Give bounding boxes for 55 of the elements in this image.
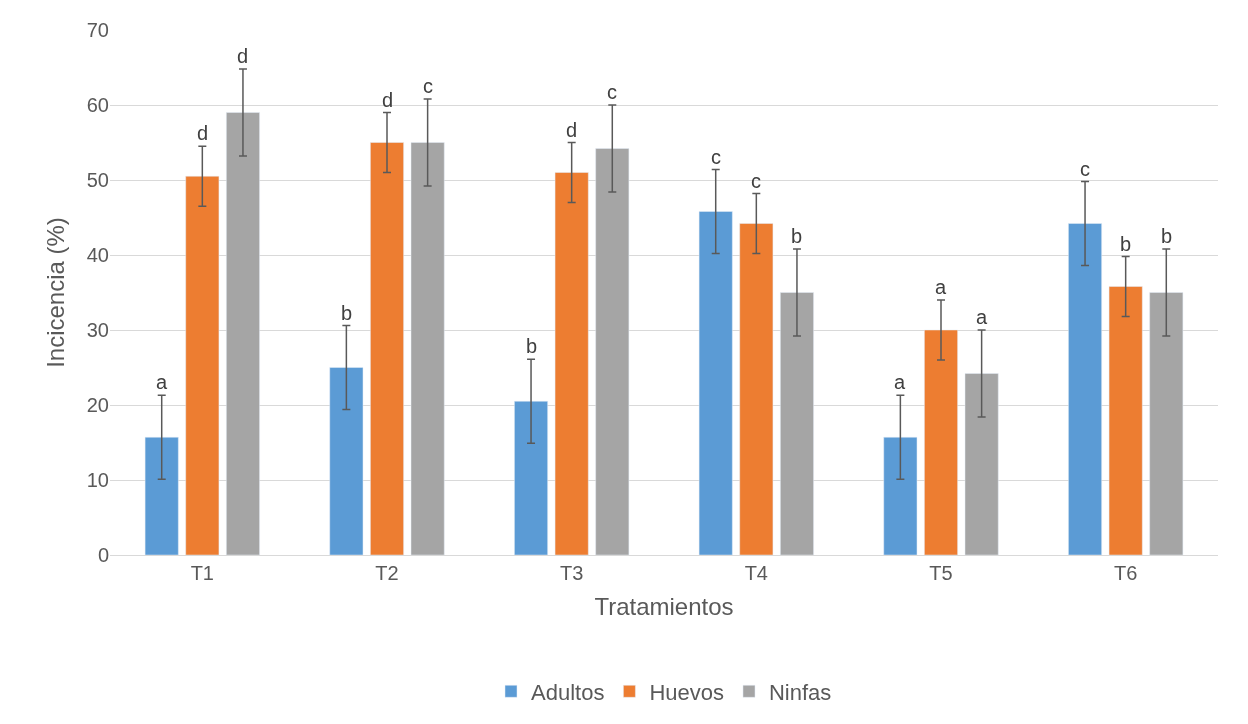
y-tick-label: 40 <box>86 244 109 266</box>
data-label: d <box>197 122 209 144</box>
data-label: b <box>526 335 538 357</box>
bar <box>185 176 220 555</box>
y-tick-label: 60 <box>86 94 109 116</box>
bar <box>964 373 999 555</box>
data-label: d <box>566 119 578 141</box>
data-label: a <box>156 371 168 393</box>
bar <box>1149 292 1184 555</box>
bar <box>924 329 958 555</box>
y-tick-label: 20 <box>86 394 109 416</box>
bar <box>739 223 774 555</box>
data-label: c <box>607 81 617 103</box>
data-label: b <box>341 302 353 324</box>
x-tick-label: T1 <box>190 562 214 584</box>
legend-label: Adultos <box>531 679 605 705</box>
y-axis-title: Incicencia (%) <box>41 217 69 368</box>
data-label: a <box>976 306 988 328</box>
y-tick-label: 70 <box>86 19 109 41</box>
y-tick-label: 30 <box>86 319 109 341</box>
bar <box>698 211 733 555</box>
data-label: c <box>711 146 721 168</box>
legend-label: Huevos <box>649 679 724 705</box>
data-label: d <box>237 45 249 67</box>
y-tick-label: 50 <box>86 169 109 191</box>
bar <box>554 172 589 555</box>
bar <box>370 142 404 555</box>
data-label: c <box>423 75 433 97</box>
bar <box>1068 223 1102 555</box>
x-tick-label: T4 <box>744 562 768 584</box>
y-tick-label: 10 <box>86 469 109 491</box>
x-axis-title: Tratamientos <box>594 593 734 621</box>
data-label: a <box>894 371 906 393</box>
bar <box>226 112 260 555</box>
x-tick-label: T3 <box>560 562 584 584</box>
data-label: c <box>751 170 761 192</box>
bar <box>410 142 445 555</box>
data-label: b <box>1161 225 1173 247</box>
data-label: d <box>382 89 394 111</box>
y-tick-label: 0 <box>97 544 109 566</box>
data-label: a <box>935 276 947 298</box>
x-tick-label: T2 <box>375 562 399 584</box>
bar <box>595 148 630 555</box>
bar <box>329 367 364 555</box>
bar <box>1108 286 1143 555</box>
x-tick-label: T5 <box>929 562 953 584</box>
x-tick-label: T6 <box>1114 562 1138 584</box>
bar <box>514 401 548 555</box>
data-label: b <box>791 225 803 247</box>
bar <box>883 437 918 555</box>
data-label: b <box>1120 233 1132 255</box>
bar <box>780 292 814 555</box>
legend-label: Ninfas <box>768 679 832 705</box>
bar <box>144 437 179 555</box>
data-label: c <box>1080 158 1090 180</box>
